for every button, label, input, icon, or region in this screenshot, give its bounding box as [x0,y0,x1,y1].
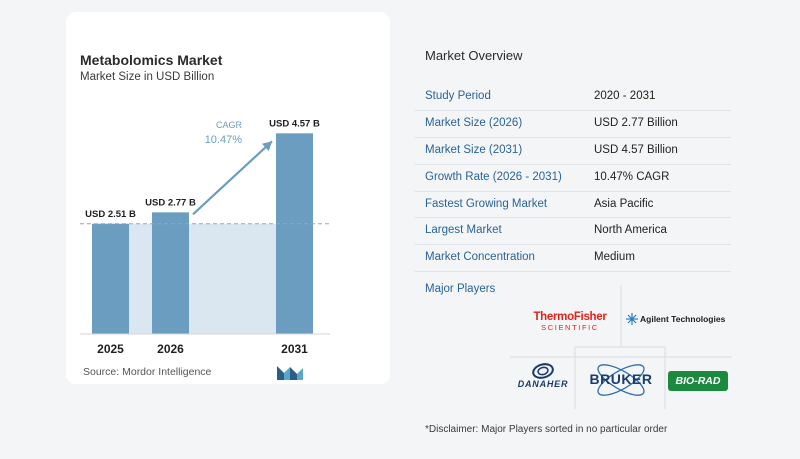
bar [152,212,189,334]
overview-row-value: North America [594,224,667,237]
overview-row-value: USD 4.57 Billion [594,143,678,156]
overview-row: Growth Rate (2026 - 2031) 10.47% CAGR [415,165,731,192]
bar [92,223,129,334]
cagr-arrow-head [261,141,272,152]
x-tick-label: 2025 [97,342,124,356]
overview-row-value: Medium [594,251,635,264]
bar-chart: USD 2.51 B USD 2.77 B USD 4.57 B 2025 2026 20… [80,118,330,356]
agilent-spark-icon [626,313,638,325]
overview-row: Market Size (2026) USD 2.77 Billion [415,111,731,138]
danaher-logo: DANAHER [514,363,572,389]
cagr-arrow-line [192,140,273,216]
data-label: USD 4.57 B [269,118,320,129]
overview-row: Largest Market North America [415,218,731,246]
danaher-logo-icon [532,363,554,379]
overview-row-label: Growth Rate (2026 - 2031) [425,170,562,183]
chart-card: USD 2.51 B USD 2.77 B USD 4.57 B 2025 2026 20… [66,12,390,384]
agilent-name: Agilent Technologies [640,314,726,324]
danaher-name: DANAHER [517,379,569,389]
overview-row-label: Market Size (2026) [425,116,523,129]
players-grid-lines [510,285,732,409]
overview-row: Study Period 2020 - 2031 [415,84,731,111]
major-players-label: Major Players [425,283,496,295]
biorad-name: BIO-RAD [675,375,721,387]
overview-row-label: Study Period [425,90,491,102]
bruker-name: BRUKER [589,371,653,387]
overview-row-label: Market Size (2031) [425,143,523,156]
thermofisher-subname: SCIENTIFIC [541,323,599,332]
source-text: Source: Mordor Intelligence [83,366,212,378]
overview-row: Market Size (2031) USD 4.57 Billion [415,138,731,165]
players-grid: ThermoFisher SCIENTIFIC Agilent Technolo… [510,285,732,409]
overview-row-value: Asia Pacific [594,197,654,210]
chart-title: Metabolomics Market [80,52,223,68]
disclaimer-text: *Disclaimer: Major Players sorted in no … [425,424,668,435]
chart-subtitle: Market Size in USD Billion [80,71,215,83]
mordor-intelligence-logo [277,366,303,380]
market-overview-title: Market Overview [425,48,523,63]
bruker-atom-icon [597,364,645,396]
overview-row-value: 2020 - 2031 [594,90,656,102]
cagr-label: CAGR [216,120,243,130]
overview-row-value: 10.47% CAGR [594,170,670,183]
thermofisher-logo: ThermoFisher SCIENTIFIC [522,311,618,333]
bar [276,133,313,334]
overview-row-label: Fastest Growing Market [425,197,548,210]
overview-row-label: Market Concentration [425,251,535,264]
overview-row-label: Largest Market [425,224,502,237]
x-tick-label: 2031 [281,342,308,356]
bruker-logo: BRUKER [577,355,665,405]
biorad-logo: BIO-RAD [668,371,728,391]
data-label: USD 2.51 B [85,209,136,220]
x-tick-label: 2026 [157,342,184,356]
overview-row: Market Concentration Medium [415,245,731,273]
thermofisher-name: ThermoFisher [533,311,607,323]
overview-table: Study Period 2020 - 2031 Market Size (2026… [415,84,731,273]
data-label: USD 2.77 B [145,197,196,208]
cagr-value: 10.47% [205,134,243,146]
overview-row-value: USD 2.77 Billion [594,116,678,129]
overview-row: Fastest Growing Market Asia Pacific [415,192,731,219]
